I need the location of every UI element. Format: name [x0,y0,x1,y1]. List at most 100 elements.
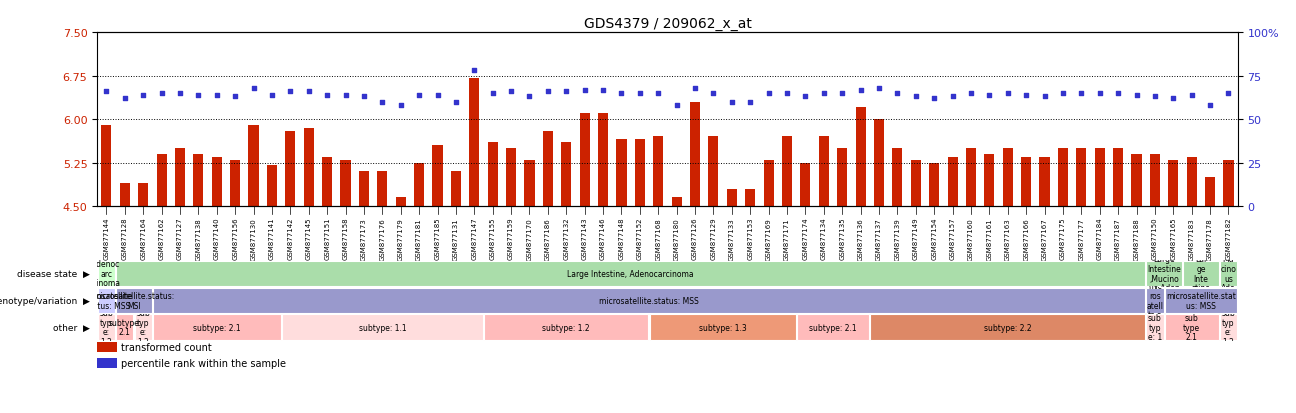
Point [1182,92,1203,99]
Bar [1205,178,1216,206]
Text: GSM877158: GSM877158 [342,217,349,260]
Text: GSM877143: GSM877143 [582,217,587,260]
Text: GSM877130: GSM877130 [250,217,257,260]
Bar [341,160,351,206]
Text: GSM877184: GSM877184 [1096,217,1103,260]
Text: sub
typ
e:
1.2: sub typ e: 1.2 [136,308,150,347]
Text: GSM877131: GSM877131 [452,217,459,260]
Text: percentile rank within the sample: percentile rank within the sample [121,358,285,368]
Text: GSM877149: GSM877149 [912,217,919,260]
Text: GSM877181: GSM877181 [416,217,422,260]
Bar [1131,154,1142,206]
Bar [139,183,148,206]
Point [224,94,245,100]
Text: GSM877151: GSM877151 [324,217,330,260]
Bar [231,160,240,206]
Bar [1150,154,1160,206]
Bar [1165,315,1218,340]
Bar [487,143,498,206]
Text: GSM877183: GSM877183 [1188,217,1195,260]
Bar [653,137,664,206]
Text: GSM877129: GSM877129 [710,217,717,260]
Bar [1039,157,1050,206]
Text: GSM877164: GSM877164 [140,217,146,260]
Bar [1076,149,1086,206]
Bar [797,315,870,340]
Text: GSM877134: GSM877134 [820,217,827,260]
Text: Mu
cino
us
Ade: Mu cino us Ade [1221,254,1236,293]
Text: subtype: 2.1: subtype: 2.1 [193,323,241,332]
Point [592,87,613,94]
Text: GSM877142: GSM877142 [288,217,293,260]
Text: sub
type
2.1: sub type 2.1 [1183,313,1200,342]
Text: GSM877162: GSM877162 [158,217,165,260]
Point [408,92,429,99]
Text: GSM877174: GSM877174 [802,217,809,260]
Point [132,92,153,99]
Bar [1003,149,1012,206]
Bar [117,288,152,313]
Point [648,90,669,97]
Text: sub
typ
e:
1.2: sub typ e: 1.2 [1222,308,1235,347]
Point [960,90,981,97]
Point [244,85,264,92]
Bar [1220,315,1238,340]
Text: GSM877127: GSM877127 [178,217,183,260]
Bar [505,149,516,206]
Point [666,102,687,109]
Text: GDS4379 / 209062_x_at: GDS4379 / 209062_x_at [583,17,752,31]
Text: GSM877139: GSM877139 [894,217,901,260]
Text: GSM877153: GSM877153 [748,217,753,260]
Text: GSM877166: GSM877166 [1023,217,1029,260]
Point [1163,96,1183,102]
Text: GSM877180: GSM877180 [674,217,679,260]
Text: GSM877135: GSM877135 [840,217,845,260]
Point [906,94,927,100]
Text: microsatellite
.status: MSS: microsatellite .status: MSS [80,291,132,310]
Text: microsatellite.stat
us: MSS: microsatellite.stat us: MSS [1166,291,1236,310]
Bar [579,114,590,206]
Text: GSM877133: GSM877133 [728,217,735,260]
Point [336,92,356,99]
Text: microsatellite.status:
MSI: microsatellite.status: MSI [93,291,175,310]
Bar [153,315,281,340]
Text: GSM877188: GSM877188 [1134,217,1139,260]
Point [1016,92,1037,99]
Bar [911,160,921,206]
Point [170,90,191,97]
Bar [597,114,608,206]
Point [1200,102,1221,109]
Bar [1187,157,1196,206]
Text: GSM877132: GSM877132 [564,217,569,260]
Bar [561,143,572,206]
Text: mic
ros
atell
te.s: mic ros atell te.s [1147,281,1164,320]
Text: GSM877136: GSM877136 [858,217,863,260]
Text: subtype: 1.3: subtype: 1.3 [699,323,746,332]
Text: GSM877163: GSM877163 [1004,217,1011,260]
Text: GSM877137: GSM877137 [876,217,883,260]
Point [1108,90,1129,97]
Text: GSM877167: GSM877167 [1042,217,1047,260]
Bar [1223,160,1234,206]
Bar [893,149,902,206]
Text: GSM877182: GSM877182 [1226,217,1231,260]
Bar [689,102,700,206]
Point [520,94,540,100]
Point [832,90,853,97]
Text: subtype: 1.1: subtype: 1.1 [359,323,406,332]
Bar [413,163,424,206]
Point [428,92,448,99]
Bar [1146,315,1164,340]
Bar [984,154,994,206]
Point [1034,94,1055,100]
Bar [1168,160,1178,206]
Bar [377,172,388,206]
Point [96,89,117,95]
Point [722,99,743,106]
Bar [1095,149,1104,206]
Bar [211,157,222,206]
Point [1126,92,1147,99]
Bar [193,154,203,206]
Text: GSM877169: GSM877169 [766,217,771,260]
Bar [101,126,111,206]
